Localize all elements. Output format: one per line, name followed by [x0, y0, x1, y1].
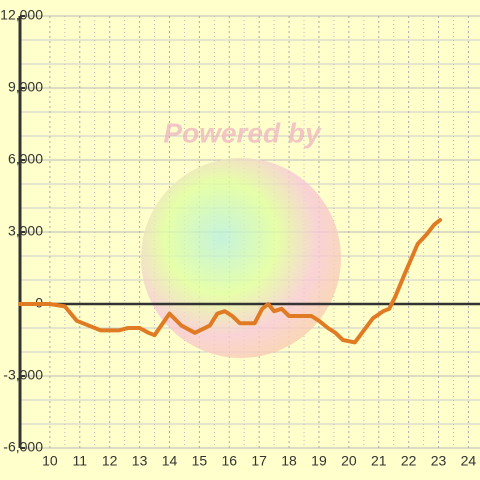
- x-tick-label: 20: [341, 453, 357, 469]
- y-tick-label: 9,000: [8, 79, 43, 95]
- x-tick-label: 23: [431, 453, 447, 469]
- x-tick-label: 24: [461, 453, 477, 469]
- x-tick-label: 15: [192, 453, 208, 469]
- y-tick-label: 6,000: [8, 151, 43, 167]
- x-tick-label: 12: [102, 453, 118, 469]
- y-tick-label: -6,000: [3, 439, 43, 455]
- y-tick-label: 12,000: [0, 7, 43, 23]
- x-tick-label: 17: [251, 453, 267, 469]
- y-tick-label: -3,000: [3, 367, 43, 383]
- series-line: [18, 218, 443, 345]
- x-tick-label: 14: [162, 453, 178, 469]
- watermark-text: Powered by: [163, 117, 322, 148]
- x-tick-label: 22: [401, 453, 417, 469]
- x-tick-label: 19: [311, 453, 327, 469]
- watermark-logo: [141, 158, 341, 358]
- watermark: Powered by: [141, 117, 341, 358]
- y-tick-label: 3,000: [8, 223, 43, 239]
- x-tick-label: 11: [73, 453, 88, 469]
- x-tick-label: 10: [42, 453, 58, 469]
- x-tick-label: 16: [221, 453, 237, 469]
- x-tick-label: 21: [371, 453, 387, 469]
- x-tick-label: 13: [132, 453, 148, 469]
- x-tick-label: 18: [281, 453, 297, 469]
